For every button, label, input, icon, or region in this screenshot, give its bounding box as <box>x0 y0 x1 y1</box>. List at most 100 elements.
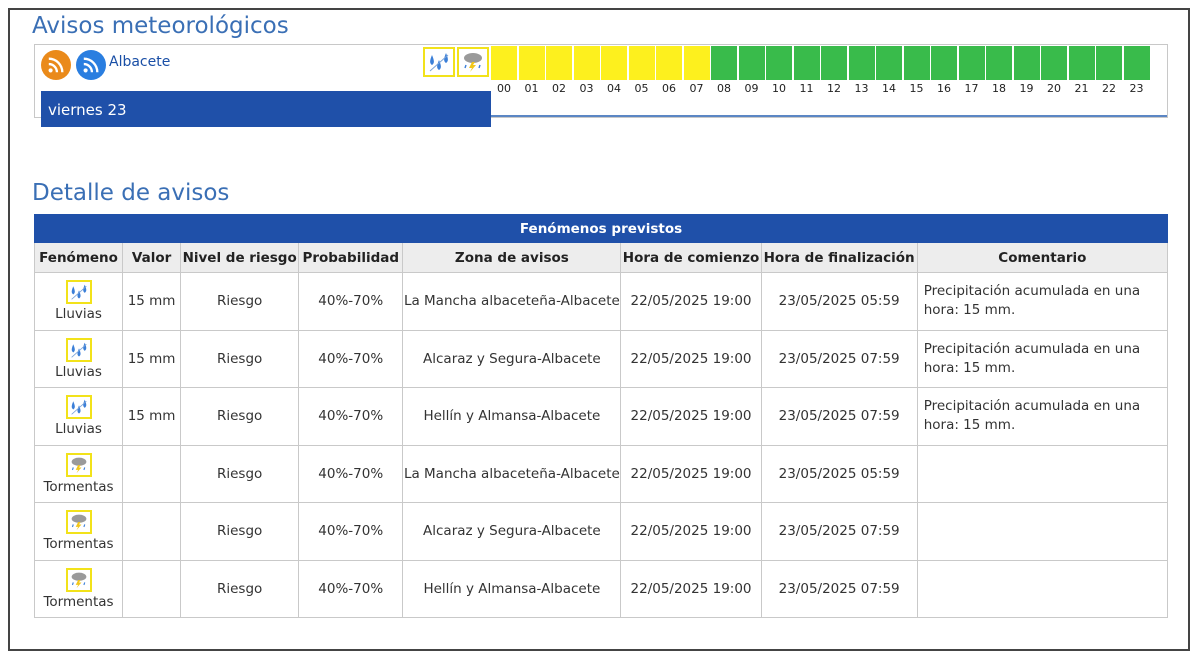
hour-label: 05 <box>634 82 649 95</box>
hour-level-cell[interactable] <box>821 46 847 80</box>
hour-level-cell[interactable] <box>628 46 655 80</box>
hour-label: 14 <box>882 82 896 95</box>
table-row: Tormentas Riesgo 40%-70% Alcaraz y Segura-A… <box>33 502 1169 561</box>
hour-slot: 13 <box>848 46 877 95</box>
hour-label: 11 <box>799 82 814 95</box>
hour-level-cell[interactable] <box>711 46 737 80</box>
hour-level-cell[interactable] <box>793 46 820 80</box>
hour-level-cell[interactable] <box>1123 46 1150 80</box>
zone-cell: La Mancha albaceteña-Albacete <box>402 272 622 331</box>
hour-level-cell[interactable] <box>1096 46 1122 80</box>
table-row: Lluvias 15 mm Riesgo 40%-70% Alcaraz y Segur… <box>33 329 1169 388</box>
hour-label: 02 <box>552 82 566 95</box>
rss-cap-icon[interactable] <box>76 50 106 80</box>
hour-label: 22 <box>1102 82 1116 95</box>
table-row: Tormentas Riesgo 40%-70% Hellín y Almansa-A… <box>33 559 1169 618</box>
zone-cell: Alcaraz y Segura-Albacete <box>402 502 622 561</box>
value-cell <box>122 444 182 503</box>
column-header: Comentario <box>916 242 1169 273</box>
hour-level-cell[interactable] <box>1013 46 1040 80</box>
hour-level-cell[interactable] <box>656 46 682 80</box>
probability-cell: 40%-70% <box>298 272 404 331</box>
hour-level-cell[interactable] <box>1041 46 1067 80</box>
probability-cell: 40%-70% <box>298 502 404 561</box>
end-time-cell: 23/05/2025 05:59 <box>760 444 918 503</box>
storm-icon <box>65 510 92 535</box>
start-time-cell: 22/05/2025 19:00 <box>620 272 762 331</box>
rss-feed-icon[interactable] <box>41 50 71 80</box>
storm-icon[interactable] <box>457 47 489 77</box>
probability-cell: 40%-70% <box>298 387 404 446</box>
hour-slot: 14 <box>876 46 904 95</box>
value-cell: 15 mm <box>122 272 182 331</box>
rain-icon[interactable] <box>423 47 455 77</box>
comment-cell: Precipitación acumulada en una hora: 15 … <box>916 387 1169 446</box>
hour-label: 20 <box>1047 82 1061 95</box>
warnings-table: Fenómenos previstos Fenómeno Valor Nivel d… <box>33 214 1169 618</box>
column-header: Fenómeno <box>33 242 124 273</box>
hour-level-cell[interactable] <box>903 46 930 80</box>
hour-level-cell[interactable] <box>986 46 1012 80</box>
hour-level-cell[interactable] <box>931 46 957 80</box>
risk-level-cell: Riesgo <box>180 387 300 446</box>
hour-label: 18 <box>992 82 1006 95</box>
hour-slot: 10 <box>766 46 794 95</box>
day-bar[interactable]: viernes 23 <box>41 91 491 127</box>
risk-level-cell: Riesgo <box>180 559 300 618</box>
hour-slot: 00 <box>491 46 519 95</box>
hour-label: 09 <box>744 82 759 95</box>
hour-label: 08 <box>717 82 731 95</box>
phenomenon-cell: Lluvias <box>33 387 124 446</box>
end-time-cell: 23/05/2025 07:59 <box>760 559 918 618</box>
rain-icon <box>65 395 92 420</box>
hour-label: 17 <box>964 82 979 95</box>
risk-level-cell: Riesgo <box>180 502 300 561</box>
hour-level-cell[interactable] <box>876 46 902 80</box>
table-row: Lluvias 15 mm Riesgo 40%-70% Hellín y Almans… <box>33 387 1169 446</box>
warning-timeline: Albacete 00 01 02 03 04 05 06 07 08 09 10 11 12 13 14 1… <box>34 44 1168 127</box>
column-header: Hora de finalización <box>760 242 918 273</box>
hour-slot: 05 <box>628 46 657 95</box>
hour-level-cell[interactable] <box>491 46 517 80</box>
hour-level-cell[interactable] <box>1068 46 1095 80</box>
zone-cell: La Mancha albaceteña-Albacete <box>402 444 622 503</box>
probability-cell: 40%-70% <box>298 444 404 503</box>
risk-level-cell: Riesgo <box>180 272 300 331</box>
hour-level-cell[interactable] <box>546 46 572 80</box>
location-link[interactable]: Albacete <box>109 54 171 70</box>
comment-cell: Precipitación acumulada en una hora: 15 … <box>916 272 1169 331</box>
hour-level-cell[interactable] <box>848 46 875 80</box>
phenomenon-cell: Tormentas <box>33 502 124 561</box>
hour-level-cell[interactable] <box>518 46 545 80</box>
hour-label: 00 <box>497 82 511 95</box>
phenomenon-cell: Tormentas <box>33 559 124 618</box>
hour-label: 21 <box>1074 82 1089 95</box>
zone-cell: Hellín y Almansa-Albacete <box>402 559 622 618</box>
end-time-cell: 23/05/2025 07:59 <box>760 387 918 446</box>
phenomenon-label: Tormentas <box>43 536 114 553</box>
start-time-cell: 22/05/2025 19:00 <box>620 502 762 561</box>
value-cell: 15 mm <box>122 329 182 388</box>
hour-level-cell[interactable] <box>683 46 710 80</box>
hour-level-cell[interactable] <box>958 46 985 80</box>
hour-slot: 08 <box>711 46 739 95</box>
hour-label: 23 <box>1129 82 1144 95</box>
hour-level-cell[interactable] <box>766 46 792 80</box>
hour-level-cell[interactable] <box>738 46 765 80</box>
table-row: Lluvias 15 mm Riesgo 40%-70% La Mancha albac… <box>33 272 1169 331</box>
phenomenon-label: Lluvias <box>55 363 102 380</box>
hourly-levels: 00 01 02 03 04 05 06 07 08 09 10 11 12 13 14 15 16 17 18 19… <box>491 46 1151 95</box>
risk-level-cell: Riesgo <box>180 329 300 388</box>
hour-slot: 18 <box>986 46 1014 95</box>
hour-level-cell[interactable] <box>573 46 600 80</box>
comment-cell <box>916 502 1169 561</box>
hour-label: 03 <box>579 82 594 95</box>
value-cell <box>122 502 182 561</box>
comment-cell <box>916 444 1169 503</box>
hour-slot: 04 <box>601 46 629 95</box>
comment-cell <box>916 559 1169 618</box>
end-time-cell: 23/05/2025 05:59 <box>760 272 918 331</box>
hour-level-cell[interactable] <box>601 46 627 80</box>
phenomenon-label: Tormentas <box>43 593 114 610</box>
column-header: Probabilidad <box>298 242 404 273</box>
